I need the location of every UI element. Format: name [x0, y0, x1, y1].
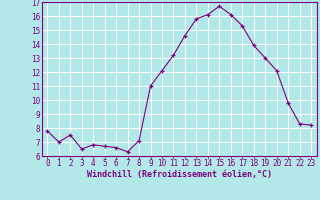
X-axis label: Windchill (Refroidissement éolien,°C): Windchill (Refroidissement éolien,°C): [87, 170, 272, 179]
